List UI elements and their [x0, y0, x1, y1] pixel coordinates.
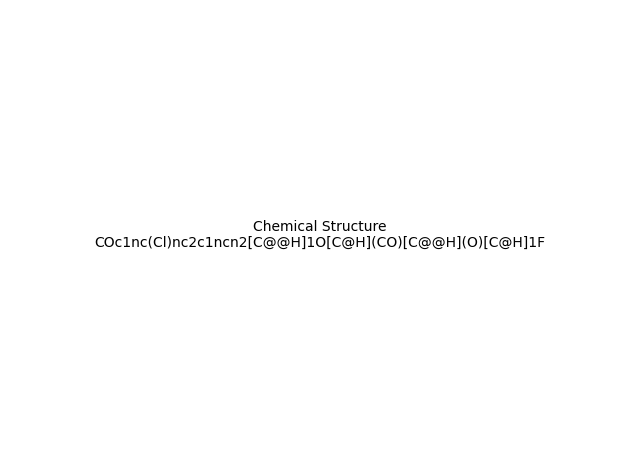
Text: Chemical Structure
COc1nc(Cl)nc2c1ncn2[C@@H]1O[C@H](CO)[C@@H](O)[C@H]1F: Chemical Structure COc1nc(Cl)nc2c1ncn2[C…	[95, 220, 545, 250]
